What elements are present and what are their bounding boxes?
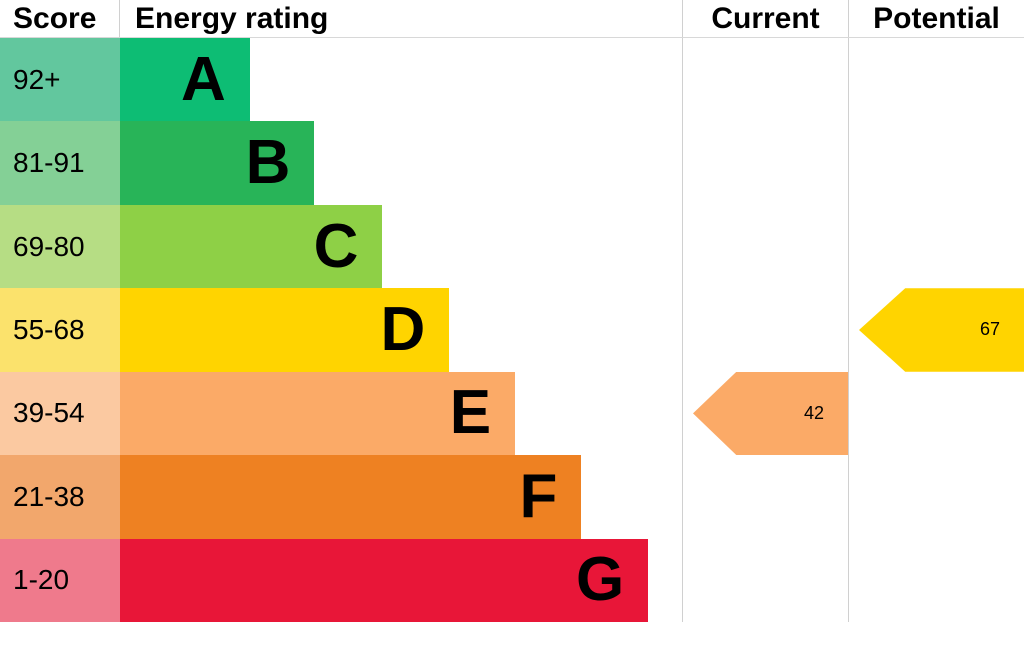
band-letter-g: G bbox=[576, 545, 625, 615]
header-row: Score Energy rating Current Potential bbox=[0, 0, 1024, 38]
band-letter-f: F bbox=[519, 461, 558, 531]
band-bar-f: F bbox=[120, 455, 582, 539]
potential-cell-a bbox=[849, 38, 1024, 121]
band-bar-g: G bbox=[120, 538, 649, 622]
current-cell-g bbox=[683, 538, 849, 622]
current-cell-b bbox=[683, 121, 849, 205]
score-range-f: 21-38 bbox=[0, 455, 120, 539]
band-row-g: 1-20 G bbox=[0, 538, 1024, 622]
band-rows: 92+ A 81-91 B 69-80 C 55-68 D 67 39-54 E 42 21-38 F 1-… bbox=[0, 38, 1024, 622]
header-score: Score bbox=[0, 0, 120, 37]
potential-cell-b bbox=[849, 121, 1024, 204]
potential-arrow-value: 67 bbox=[979, 319, 1000, 340]
score-range-a: 92+ bbox=[0, 38, 120, 122]
potential-arrow: 67 bbox=[859, 288, 1024, 372]
band-bar-d: D bbox=[120, 288, 450, 372]
score-range-c: 69-80 bbox=[0, 204, 120, 289]
potential-cell-d: 67 bbox=[849, 288, 1024, 372]
band-bar-a: A bbox=[120, 38, 250, 122]
band-bar-e: E bbox=[120, 371, 516, 456]
band-bar-c: C bbox=[120, 204, 383, 289]
potential-cell-c bbox=[849, 205, 1024, 288]
band-row-e: 39-54 E 42 bbox=[0, 371, 1024, 456]
band-row-d: 55-68 D 67 bbox=[0, 288, 1024, 372]
score-range-d: 55-68 bbox=[0, 288, 120, 372]
band-letter-e: E bbox=[449, 378, 492, 448]
potential-cell-g bbox=[849, 539, 1024, 622]
band-letter-a: A bbox=[181, 44, 226, 114]
band-row-f: 21-38 F bbox=[0, 455, 1024, 539]
current-cell-e: 42 bbox=[683, 371, 849, 456]
current-arrow: 42 bbox=[693, 371, 848, 456]
band-row-a: 92+ A bbox=[0, 38, 1024, 122]
band-row-c: 69-80 C bbox=[0, 204, 1024, 289]
current-cell-a bbox=[683, 38, 849, 122]
potential-cell-e bbox=[849, 372, 1024, 455]
current-cell-d bbox=[683, 288, 849, 372]
rating-cell-c: C bbox=[120, 204, 683, 289]
header-energy-rating: Energy rating bbox=[120, 0, 683, 37]
band-letter-d: D bbox=[380, 294, 426, 364]
score-range-e: 39-54 bbox=[0, 371, 120, 456]
rating-cell-f: F bbox=[120, 455, 683, 539]
current-cell-c bbox=[683, 204, 849, 289]
header-current: Current bbox=[683, 0, 849, 37]
rating-cell-d: D bbox=[120, 288, 683, 372]
band-letter-b: B bbox=[245, 128, 291, 198]
rating-cell-g: G bbox=[120, 538, 683, 622]
score-range-b: 81-91 bbox=[0, 121, 120, 205]
band-bar-b: B bbox=[120, 121, 315, 205]
potential-cell-f bbox=[849, 455, 1024, 538]
current-cell-f bbox=[683, 455, 849, 539]
band-row-b: 81-91 B bbox=[0, 121, 1024, 205]
rating-cell-b: B bbox=[120, 121, 683, 205]
header-potential: Potential bbox=[873, 1, 1000, 35]
rating-cell-a: A bbox=[120, 38, 683, 122]
rating-cell-e: E bbox=[120, 371, 683, 456]
current-arrow-value: 42 bbox=[803, 402, 824, 423]
band-letter-c: C bbox=[313, 211, 359, 281]
score-range-g: 1-20 bbox=[0, 538, 120, 622]
